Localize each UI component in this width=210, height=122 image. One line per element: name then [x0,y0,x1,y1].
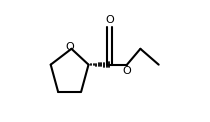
Text: O: O [105,15,114,25]
Text: O: O [123,66,131,76]
Text: O: O [66,42,74,52]
